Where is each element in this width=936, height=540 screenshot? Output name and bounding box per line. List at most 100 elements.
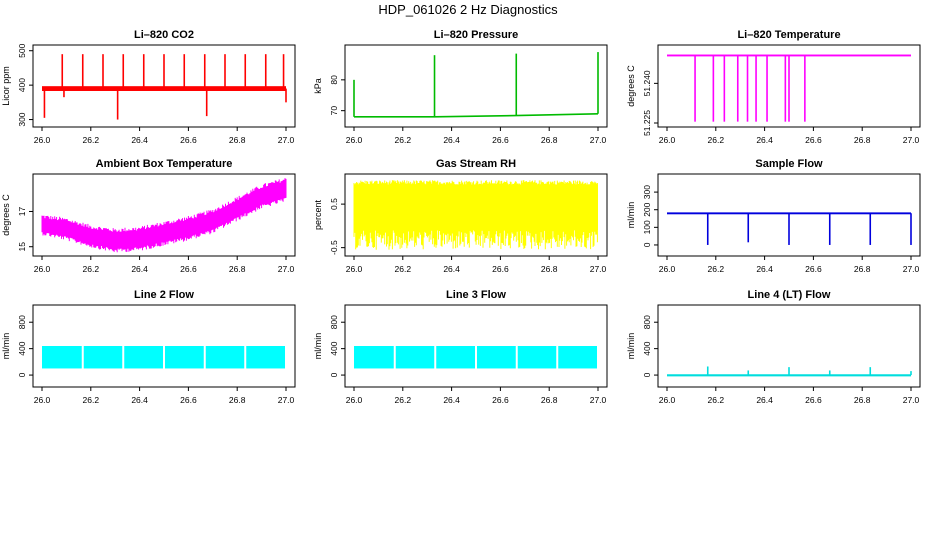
chart-8-segment bbox=[395, 346, 435, 369]
chart-7-segment bbox=[42, 346, 82, 369]
chart-2-title: Li–820 Pressure bbox=[434, 29, 518, 41]
chart-panel-4: Ambient Box Temperature degrees C 26.0 26.2… bbox=[1, 158, 296, 274]
chart-9-xtick-label: 27.0 bbox=[903, 395, 920, 405]
chart-7-xtick-label: 26.2 bbox=[83, 395, 100, 405]
chart-6-ytick-label: 100 bbox=[642, 220, 652, 234]
chart-4-ylabel: degrees C bbox=[1, 194, 11, 236]
chart-3-ytick-label: 51.240 bbox=[642, 70, 652, 96]
chart-panel-5: Gas Stream RH percent 26.0 26.2 26.4 26.6 26.8… bbox=[313, 158, 608, 274]
chart-6-xtick-label: 26.0 bbox=[659, 264, 676, 274]
chart-2-xtick-label: 26.4 bbox=[443, 135, 460, 145]
chart-1-ytick-label: 500 bbox=[17, 43, 27, 57]
chart-3-ytick-label: 51.225 bbox=[642, 110, 652, 136]
chart-6-ytick-label: 0 bbox=[642, 242, 652, 247]
chart-7-xtick-label: 26.0 bbox=[34, 395, 51, 405]
chart-8-segment bbox=[436, 346, 475, 369]
chart-1-xtick-label: 27.0 bbox=[278, 135, 295, 145]
chart-8-xtick-label: 27.0 bbox=[590, 395, 607, 405]
chart-2-xtick-label: 26.6 bbox=[492, 135, 509, 145]
chart-2-xtick-label: 27.0 bbox=[590, 135, 607, 145]
chart-6-xtick-label: 26.2 bbox=[708, 264, 725, 274]
chart-9-ylabel: ml/min bbox=[626, 333, 636, 360]
chart-3-xtick-label: 26.8 bbox=[854, 135, 871, 145]
chart-panel-6: Sample Flow ml/min 26.0 26.2 26.4 26.6 26.8 27.… bbox=[626, 158, 921, 274]
chart-7-segment bbox=[83, 346, 123, 369]
chart-7-xtick-label: 26.6 bbox=[180, 395, 197, 405]
chart-8-ylabel: ml/min bbox=[313, 333, 323, 360]
chart-9-xtick-label: 26.4 bbox=[756, 395, 773, 405]
chart-4-xtick-label: 26.4 bbox=[131, 264, 148, 274]
chart-7-ytick-label: 800 bbox=[17, 315, 27, 329]
chart-4-band-noise bbox=[41, 178, 287, 253]
chart-2-series-line bbox=[354, 113, 599, 118]
chart-7-segment bbox=[205, 346, 245, 369]
chart-1-series bbox=[42, 54, 287, 120]
chart-4-xtick-label: 26.6 bbox=[180, 264, 197, 274]
chart-9-xtick-label: 26.0 bbox=[659, 395, 676, 405]
chart-8-segment bbox=[558, 346, 597, 369]
chart-9-xtick-label: 26.6 bbox=[805, 395, 822, 405]
chart-2-ytick-label: 70 bbox=[329, 106, 339, 116]
chart-panel-7: Line 2 Flow ml/min 26.0 26.2 26.4 26.6 26.8 27.… bbox=[1, 289, 296, 405]
chart-4-xtick-label: 26.0 bbox=[34, 264, 51, 274]
chart-9-plot-frame bbox=[657, 304, 921, 388]
chart-1-plot-frame bbox=[32, 44, 296, 128]
chart-7-segment bbox=[165, 346, 204, 369]
chart-6-series bbox=[667, 212, 912, 245]
chart-5-xtick-label: 27.0 bbox=[590, 264, 607, 274]
chart-2-xtick-label: 26.0 bbox=[346, 135, 363, 145]
chart-5-noise-lines bbox=[353, 180, 598, 250]
chart-4-title: Ambient Box Temperature bbox=[96, 158, 233, 170]
chart-1-xtick-label: 26.8 bbox=[229, 135, 246, 145]
chart-5-ylabel: percent bbox=[313, 199, 323, 230]
chart-1-title: Li–820 CO2 bbox=[134, 29, 194, 41]
chart-4-xtick-label: 26.8 bbox=[229, 264, 246, 274]
chart-9-ytick-label: 400 bbox=[642, 341, 652, 355]
chart-7-segment bbox=[124, 346, 163, 369]
chart-1-xtick-label: 26.4 bbox=[131, 135, 148, 145]
chart-9-title: Line 4 (LT) Flow bbox=[748, 289, 831, 301]
chart-9-xtick-label: 26.8 bbox=[854, 395, 871, 405]
chart-1-ytick-label: 300 bbox=[17, 112, 27, 126]
chart-2-series bbox=[353, 52, 599, 118]
chart-5-ytick-label: 0.5 bbox=[329, 198, 339, 210]
chart-panel-8: Line 3 Flow ml/min 26.0 26.2 26.4 26.6 26.8 27.… bbox=[313, 289, 608, 405]
chart-7-xtick-label: 26.8 bbox=[229, 395, 246, 405]
chart-panel-2: Li–820 Pressure kPa 26.0 26.2 26.4 26.6 26.8 27… bbox=[313, 29, 608, 145]
chart-6-ylabel: ml/min bbox=[626, 202, 636, 229]
chart-5-title: Gas Stream RH bbox=[436, 158, 516, 170]
chart-7-title: Line 2 Flow bbox=[134, 289, 194, 301]
chart-1-ytick-label: 400 bbox=[17, 78, 27, 92]
chart-2-xtick-label: 26.2 bbox=[395, 135, 412, 145]
chart-9-ytick-label: 800 bbox=[642, 315, 652, 329]
chart-7-series bbox=[42, 346, 285, 369]
page-title: HDP_061026 2 Hz Diagnostics bbox=[378, 2, 558, 17]
chart-8-xtick-label: 26.4 bbox=[443, 395, 460, 405]
chart-3-title: Li–820 Temperature bbox=[737, 29, 840, 41]
chart-9-xtick-label: 26.2 bbox=[708, 395, 725, 405]
chart-panel-1: Li–820 CO2 Licor ppm 26.0 26.2 26.4 26.6 26.8 2… bbox=[1, 29, 296, 145]
chart-6-xtick-label: 27.0 bbox=[903, 264, 920, 274]
chart-6-xtick-label: 26.6 bbox=[805, 264, 822, 274]
chart-8-ytick-label: 800 bbox=[329, 315, 339, 329]
chart-1-ylabel: Licor ppm bbox=[1, 66, 11, 106]
chart-6-ytick-label: 300 bbox=[642, 185, 652, 199]
chart-7-segment bbox=[246, 346, 285, 369]
chart-4-ytick-label: 15 bbox=[17, 242, 27, 252]
chart-8-plot-frame bbox=[344, 304, 608, 388]
chart-9-series bbox=[667, 366, 912, 377]
chart-3-ylabel: degrees C bbox=[626, 65, 636, 107]
chart-8-ytick-label: 0 bbox=[329, 372, 339, 377]
chart-7-ytick-label: 400 bbox=[17, 341, 27, 355]
chart-3-series bbox=[667, 54, 911, 122]
chart-8-xtick-label: 26.8 bbox=[541, 395, 558, 405]
chart-5-series bbox=[353, 180, 598, 250]
chart-3-xtick-label: 26.6 bbox=[805, 135, 822, 145]
chart-5-xtick-label: 26.6 bbox=[492, 264, 509, 274]
chart-6-xtick-label: 26.4 bbox=[756, 264, 773, 274]
chart-8-title: Line 3 Flow bbox=[446, 289, 506, 301]
chart-7-ylabel: ml/min bbox=[1, 333, 11, 360]
chart-9-ytick-label: 0 bbox=[642, 372, 652, 377]
chart-3-xtick-label: 27.0 bbox=[903, 135, 920, 145]
